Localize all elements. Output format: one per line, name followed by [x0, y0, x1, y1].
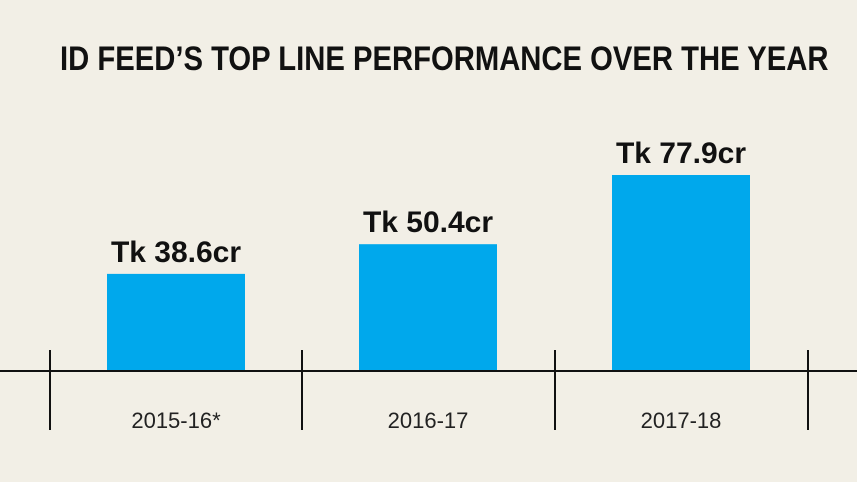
value-label-2017-18: Tk 77.9cr	[616, 137, 746, 170]
bar-2017-18	[612, 175, 750, 371]
bars-group	[107, 175, 750, 371]
value-label-2015-16*: Tk 38.6cr	[111, 236, 241, 269]
category-label-2016-17: 2016-17	[388, 408, 469, 433]
value-label-2016-17: Tk 50.4cr	[363, 206, 493, 239]
category-label-2015-16*: 2015-16*	[131, 408, 221, 433]
category-label-2017-18: 2017-18	[641, 408, 722, 433]
value-labels-group: Tk 38.6cr Tk 50.4cr Tk 77.9cr	[111, 137, 746, 269]
chart-title: ID FEED’S TOP LINE PERFORMANCE OVER THE …	[59, 40, 829, 78]
axis-ticks-group	[49, 350, 809, 430]
bar-2016-17	[359, 244, 497, 371]
bar-2015-16*	[107, 273, 245, 371]
category-labels-group: 2015-16* 2016-17 2017-18	[131, 408, 721, 433]
